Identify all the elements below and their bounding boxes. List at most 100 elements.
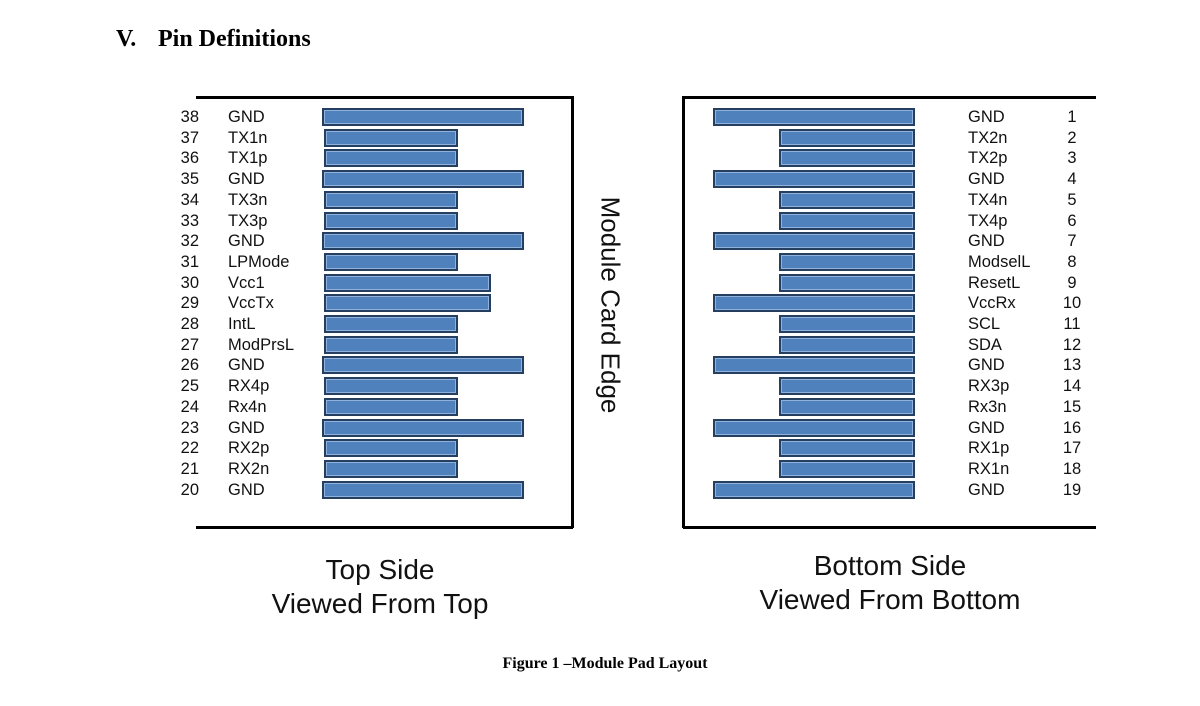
pin-signal-label: Rx3n (968, 397, 1007, 416)
contact-pad (779, 190, 915, 209)
pin-number: 29 (180, 294, 199, 313)
contact-pad (779, 335, 915, 354)
bottom-side-frame-top (683, 96, 1096, 99)
pin-number: 23 (180, 418, 199, 437)
top_side-pin-row: 31 LPMode (0, 252, 1200, 273)
pin-signal-label: ResetL (968, 273, 1021, 292)
top-side-frame-top (196, 96, 573, 99)
bottom-side-frame-bottom (683, 526, 1096, 529)
pin-signal-label: GND (228, 232, 265, 251)
pin-signal-label: GND (228, 356, 265, 375)
top_side-pin-row: 29 VccTx (0, 293, 1200, 314)
pin-number: 13 (1062, 356, 1082, 375)
pin-signal-label: Vcc1 (228, 273, 265, 292)
pin-signal-label: TX1n (228, 128, 268, 147)
top_side-pin-row: 21 RX2n (0, 459, 1200, 480)
bottom_side-pin-row: 3 TX2p (0, 148, 1200, 169)
bottom_side-pin-row: 11 SCL (0, 314, 1200, 335)
top_side-pin-row: 22 RX2p (0, 438, 1200, 459)
pin-signal-label: RX1p (968, 439, 1010, 458)
pin-number: 18 (1062, 459, 1082, 478)
top-side-caption-line1: Top Side (325, 554, 435, 585)
bottom-side-caption: Bottom Side Viewed From Bottom (730, 549, 1050, 617)
bottom-side-frame-left (682, 96, 685, 528)
pin-signal-label: GND (228, 480, 265, 499)
contact-pad (779, 273, 915, 292)
contact-pad (713, 294, 915, 313)
pin-number: 12 (1062, 335, 1082, 354)
top_side-pin-row: 27 ModPrsL (0, 335, 1200, 356)
contact-pad (779, 315, 915, 333)
contact-pad (713, 170, 915, 189)
bottom_side-pin-row: 12 SDA (0, 335, 1200, 356)
pin-signal-label: GND (968, 480, 1005, 499)
pin-number: 1 (1067, 108, 1077, 126)
pin-signal-label: TX2p (968, 149, 1008, 168)
pin-signal-label: TX1p (228, 149, 268, 168)
top-side-frame-bottom (196, 526, 573, 529)
bottom_side-pin-row: 1 GND (0, 107, 1200, 128)
pin-number: 19 (1062, 480, 1082, 499)
pin-signal-label: SCL (968, 315, 1001, 333)
contact-pad (324, 377, 458, 396)
contact-pad (779, 397, 915, 416)
pin-signal-label: TX2n (968, 128, 1008, 147)
pin-signal-label: GND (968, 108, 1005, 126)
contact-pad (779, 128, 915, 147)
top_side-pin-row: 30 Vcc1 (0, 273, 1200, 294)
contact-pad (779, 377, 915, 396)
pin-number: 14 (1062, 377, 1082, 396)
contact-pad (324, 315, 458, 333)
contact-pad (324, 459, 458, 478)
contact-pad (324, 397, 458, 416)
pin-number: 22 (180, 439, 199, 458)
pin-number: 24 (180, 397, 199, 416)
bottom_side-pin-row: 15 Rx3n (0, 397, 1200, 418)
pin-signal-label: GND (968, 356, 1005, 375)
pin-signal-label: Rx4n (228, 397, 267, 416)
top_side-pin-row: 35 GND (0, 169, 1200, 190)
bottom-side-caption-line2: Viewed From Bottom (759, 584, 1021, 615)
pin-number: 36 (180, 149, 199, 168)
bottom_side-pin-row: 17 RX1p (0, 438, 1200, 459)
top-side-frame-right (571, 96, 574, 528)
bottom_side-pin-row: 16 GND (0, 418, 1200, 439)
section-title: Pin Definitions (158, 26, 311, 52)
pin-number: 3 (1067, 149, 1077, 168)
contact-pad (779, 439, 915, 458)
pin-number: 30 (180, 273, 199, 292)
top_side-pin-row: 25 RX4p (0, 376, 1200, 397)
contact-pad (324, 273, 491, 292)
pin-number: 37 (180, 128, 199, 147)
pin-number: 28 (180, 315, 199, 333)
bottom_side-pin-row: 9 ResetL (0, 273, 1200, 294)
pin-number: 11 (1063, 315, 1081, 333)
pin-signal-label: GND (228, 108, 265, 126)
pin-number: 35 (180, 170, 199, 189)
pin-number: 31 (180, 252, 199, 271)
contact-pad (779, 459, 915, 478)
pin-signal-label: RX4p (228, 377, 270, 396)
contact-pad (322, 480, 524, 499)
pin-signal-label: GND (968, 170, 1005, 189)
top_side-pin-row: 33 TX3p (0, 211, 1200, 232)
pin-number: 33 (180, 211, 199, 230)
contact-pad (324, 335, 458, 354)
pin-signal-label: VccRx (968, 294, 1016, 313)
top_side-pin-row: 37 TX1n (0, 128, 1200, 149)
contact-pad (324, 190, 458, 209)
pin-number: 15 (1062, 397, 1082, 416)
top-side-caption-line2: Viewed From Top (271, 588, 489, 619)
figure-caption: Figure 1 –Module Pad Layout (502, 655, 708, 672)
bottom_side-pin-row: 2 TX2n (0, 128, 1200, 149)
bottom_side-pin-row: 10 VccRx (0, 293, 1200, 314)
pin-number: 38 (180, 108, 199, 126)
section-number: V. (116, 26, 137, 52)
pin-signal-label: RX2p (228, 439, 270, 458)
pin-number: 10 (1062, 294, 1082, 313)
pin-number: 25 (180, 377, 199, 396)
pin-signal-label: GND (228, 170, 265, 189)
pin-number: 27 (180, 335, 199, 354)
pin-signal-label: TX3p (228, 211, 268, 230)
pin-number: 4 (1067, 170, 1077, 189)
